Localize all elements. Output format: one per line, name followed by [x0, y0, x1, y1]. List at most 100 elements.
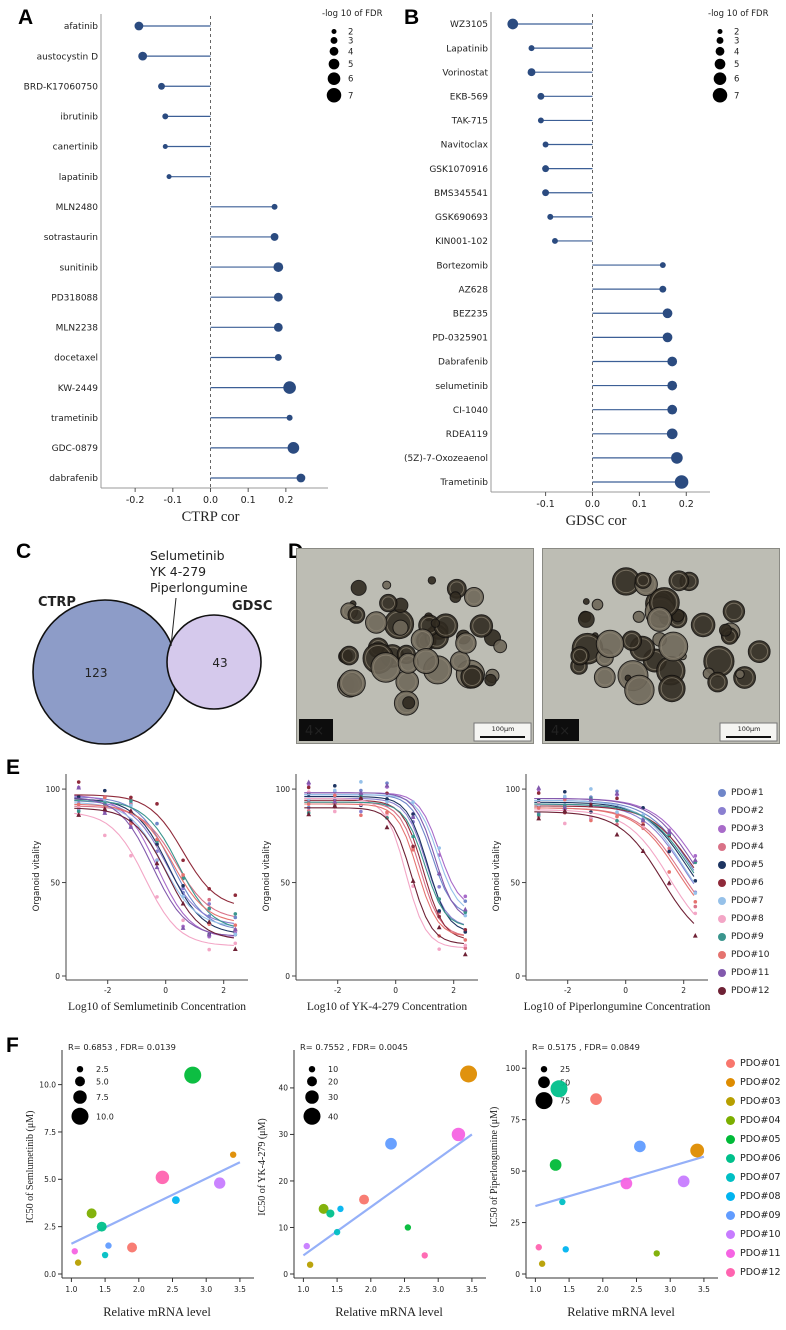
drug-label: selumetinib [435, 382, 488, 392]
pdo-legend-item: PDO#12 [726, 1263, 781, 1282]
drug-label: BRD-K17060750 [24, 82, 99, 92]
x-axis-title: Relative mRNA level [567, 1305, 675, 1319]
dose-curve [534, 797, 695, 865]
venn-count: 43 [212, 656, 227, 670]
dose-point [207, 897, 211, 902]
x-axis-title: Log10 of YK-4-279 Concentration [307, 1001, 467, 1013]
svg-text:4: 4 [734, 47, 739, 57]
drug-label: docetaxel [54, 354, 98, 364]
lollipop-dot [551, 237, 558, 244]
drug-label: MLN2238 [56, 324, 99, 334]
dose-point [333, 784, 337, 788]
svg-text:2.5: 2.5 [399, 1285, 411, 1294]
dose-curve [304, 796, 465, 930]
scatter-point [559, 1198, 566, 1206]
dose-point [358, 795, 364, 800]
legend-swatch [726, 1097, 735, 1106]
lollipop-dot [162, 113, 169, 120]
pdo-legend-item: PDO#12 [718, 982, 769, 1000]
svg-text:2: 2 [681, 986, 686, 995]
pdo-legend-item: PDO#02 [726, 1073, 781, 1092]
legend-label: PDO#8 [731, 914, 764, 924]
dose-point [306, 802, 311, 806]
dose-point [692, 857, 698, 862]
svg-text:100: 100 [276, 785, 291, 794]
dose-point [411, 800, 415, 804]
dose-point [155, 858, 159, 863]
dose-point [437, 846, 441, 850]
scatter-chart-semlumetinib: 0.0 2.5 5.0 7.5 10.0 1.0 1.5 2.0 2.5 3.0 3.5 R= 0.6… [25, 1042, 254, 1319]
svg-text:100: 100 [506, 1064, 521, 1073]
scatter-point [550, 1080, 568, 1098]
legend-label: PDO#10 [740, 1229, 781, 1240]
size-legend-title: -log 10 of FDR [708, 9, 769, 19]
scatter-point [326, 1209, 335, 1218]
dose-point [103, 833, 107, 838]
lollipop-dot [273, 322, 283, 332]
dose-point [333, 809, 337, 814]
lollipop-dot [667, 380, 678, 391]
scatter-point [71, 1248, 78, 1255]
dose-point [693, 891, 698, 895]
scatter-point [306, 1261, 314, 1268]
scatter-point [127, 1242, 138, 1253]
svg-text:30: 30 [328, 1093, 338, 1102]
dose-point [207, 947, 211, 952]
svg-text:3.0: 3.0 [664, 1285, 676, 1294]
x-axis-title: Log10 of Semlumetinib Concentration [68, 1001, 246, 1013]
svg-text:-0.1: -0.1 [164, 495, 183, 506]
svg-text:2.5: 2.5 [96, 1065, 109, 1074]
dose-point [155, 895, 159, 899]
dose-point [233, 915, 238, 920]
scatter-point [96, 1221, 107, 1232]
legend-label: PDO#08 [740, 1191, 781, 1202]
svg-text:10: 10 [328, 1065, 338, 1074]
lollipop-dot [527, 68, 536, 77]
dose-point [358, 790, 364, 795]
y-axis-title: Organoid vitality [32, 841, 42, 912]
dose-point [437, 897, 441, 901]
lollipop-dot [507, 18, 519, 30]
dose-point [181, 894, 185, 899]
drug-label: CI-1040 [453, 406, 488, 416]
scatter-point [538, 1260, 546, 1267]
svg-text:75: 75 [510, 1115, 520, 1124]
legend-swatch [726, 1192, 735, 1201]
drug-label: MLN2480 [56, 203, 99, 213]
svg-text:0.0: 0.0 [585, 499, 600, 510]
dose-point [693, 879, 698, 883]
legend-swatch [726, 1135, 735, 1144]
legend-swatch [726, 1230, 735, 1239]
lollipop-dot [659, 285, 667, 293]
scatter-point [333, 1228, 341, 1236]
dose-point [233, 912, 238, 916]
dose-point [693, 854, 698, 858]
scatter-point [184, 1066, 202, 1084]
pdo-legend-item: PDO#11 [718, 964, 769, 982]
drug-label: PD318088 [51, 293, 98, 303]
lollipop-dot [667, 404, 678, 415]
dose-point [332, 803, 338, 808]
svg-text:20: 20 [328, 1077, 338, 1086]
gdsc-lollipop-chart: WZ3105 Lapatinib Vorinostat EKB-569 TAK-715 N… [404, 9, 769, 529]
legend-swatch [726, 1059, 735, 1068]
svg-text:5: 5 [734, 60, 739, 70]
dose-point [129, 799, 133, 803]
scatter-point [105, 1242, 112, 1249]
legend-label: PDO#09 [740, 1210, 781, 1221]
lollipop-dot [271, 203, 278, 210]
legend-label: PDO#2 [731, 806, 764, 816]
dose-curve [74, 794, 235, 904]
legend-swatch [718, 951, 726, 959]
scatter-point [385, 1137, 397, 1150]
dose-curve [534, 799, 695, 883]
dose-point [615, 810, 619, 814]
svg-text:4: 4 [348, 47, 353, 57]
drug-label: dabrafenib [49, 474, 98, 484]
trend-line [70, 1161, 241, 1245]
svg-text:0: 0 [283, 1270, 288, 1279]
dose-point [536, 806, 541, 810]
legend-swatch [718, 807, 726, 815]
legend-label: PDO#4 [731, 842, 764, 852]
scatter-point [101, 1251, 109, 1259]
